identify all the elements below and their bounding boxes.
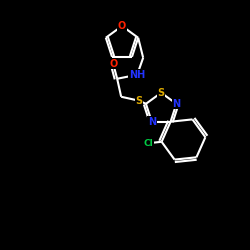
Text: S: S (136, 96, 143, 106)
Text: N: N (172, 99, 180, 109)
Text: O: O (109, 59, 117, 69)
Text: NH: NH (129, 70, 145, 80)
Text: S: S (158, 88, 165, 98)
Text: N: N (148, 117, 156, 127)
Text: O: O (118, 21, 126, 31)
Text: Cl: Cl (144, 139, 154, 148)
